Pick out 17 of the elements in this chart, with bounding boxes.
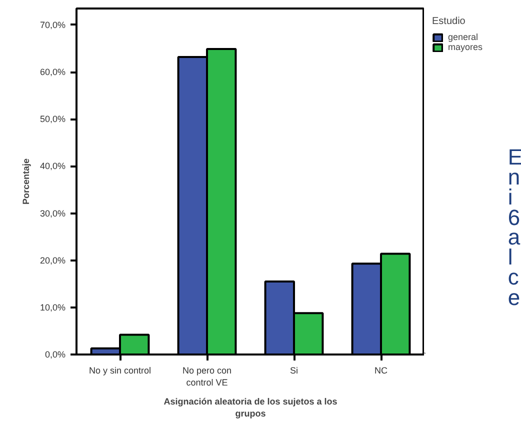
legend-title: Estudio (432, 16, 466, 27)
y-tick-label: 30,0% (40, 208, 66, 218)
x-tick-label: No y sin control (88, 366, 152, 376)
legend-label: mayores (448, 42, 483, 52)
y-tick-label: 40,0% (40, 161, 66, 172)
x-axis-title: Asignación aleatoria de los sujetos a los grupos (164, 396, 338, 418)
x-tick-label: No pero con control VE (182, 366, 232, 388)
y-tick-label: 50,0% (40, 114, 66, 124)
x-tick-label: Si (290, 366, 298, 376)
y-tick-label: 20,0% (40, 255, 66, 266)
y-tick-label: 10,0% (40, 302, 66, 312)
y-tick-label: 0,0% (44, 350, 66, 360)
x-tick-label: NC (374, 366, 388, 376)
y-tick-label: 60,0% (40, 67, 66, 78)
legend-label: general (448, 32, 478, 42)
y-tick-label: 70,0% (40, 20, 66, 30)
y-axis-title: Porcentaje (20, 158, 31, 205)
